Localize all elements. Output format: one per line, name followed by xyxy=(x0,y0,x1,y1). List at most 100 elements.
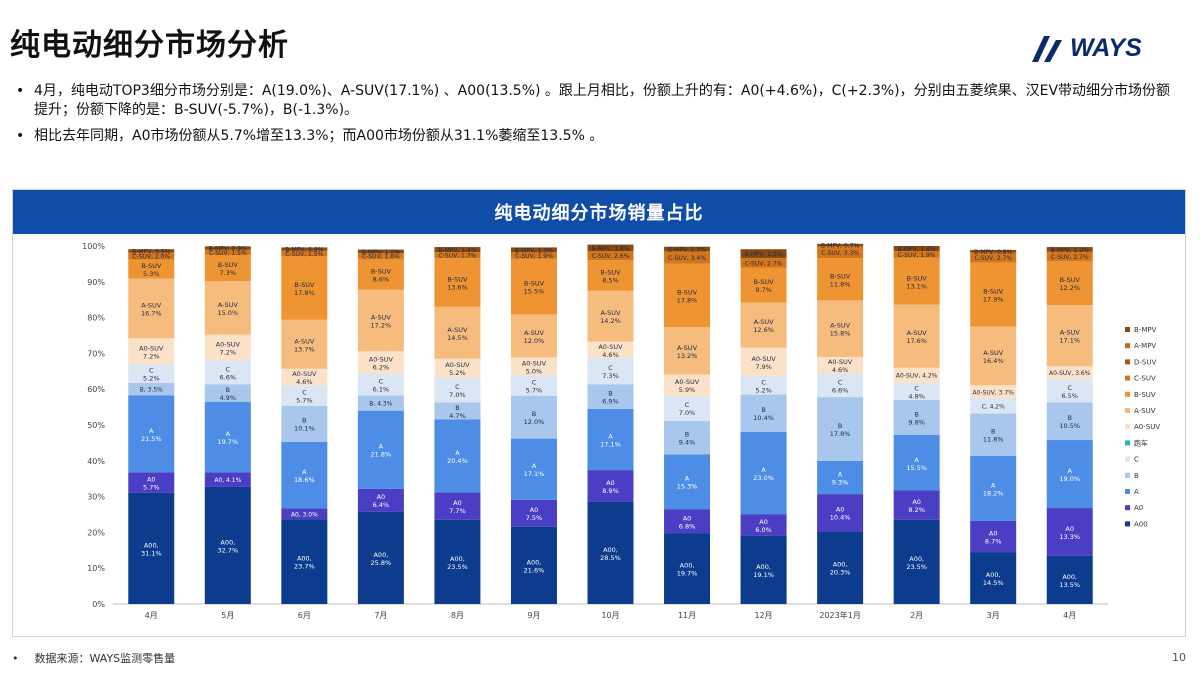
bar-label: A0 xyxy=(147,475,156,483)
bar-label: A00, xyxy=(527,558,542,566)
bar-value-label: 32.7% xyxy=(217,546,238,554)
bar-segment xyxy=(281,250,328,257)
bar-value-label: B-MPV, 0.9% xyxy=(285,247,324,254)
bar-value-label: 10.4% xyxy=(753,414,774,422)
bar-segment xyxy=(664,420,711,455)
bar-segment xyxy=(357,258,404,290)
page-number: 10 xyxy=(1172,651,1186,664)
bar-label: B-SUV xyxy=(294,281,315,289)
bar-label: A xyxy=(761,466,766,474)
bar-label: B xyxy=(302,417,306,425)
legend-label: A00 xyxy=(1134,520,1148,528)
legend-swatch xyxy=(1125,327,1130,332)
legend-label: C xyxy=(1134,456,1139,464)
bar-label: A xyxy=(379,443,384,451)
bar-segment xyxy=(970,252,1017,263)
x-tick-label: 4月 xyxy=(145,611,158,620)
bar-segment xyxy=(1046,251,1093,262)
bar-value-label: 4.6% xyxy=(602,351,619,359)
bar-value-label: 13.5% xyxy=(1059,581,1080,589)
bar-value-label: C-SUV, 1.6% xyxy=(362,254,400,261)
y-tick-label: 30% xyxy=(87,493,105,502)
bar-segment xyxy=(281,385,328,406)
bar-value-label: 9.3% xyxy=(832,478,849,486)
bar-segment xyxy=(204,281,251,335)
bar-value-label: 6.8% xyxy=(679,522,696,530)
bar-label: A0-SUV xyxy=(216,341,241,349)
bar-segment xyxy=(740,375,787,395)
bar-label: A xyxy=(532,462,537,470)
bar-value-label: 5.2% xyxy=(143,374,160,382)
bar-label: C xyxy=(455,383,460,391)
bar-segment xyxy=(587,384,634,409)
bar-segment xyxy=(510,357,557,376)
bar-value-label: 20.4% xyxy=(447,457,468,465)
bar-label: C xyxy=(685,401,690,409)
bar-label: B-SUV xyxy=(830,272,851,280)
bar-value-label: B-MPV, 1.8% xyxy=(591,245,630,252)
bar-value-label: 5.2% xyxy=(755,386,772,394)
bar-segment xyxy=(740,249,787,259)
data-source: • 数据来源：WAYS监测零售量 xyxy=(12,650,175,666)
bar-segment xyxy=(357,395,404,411)
bar-value-label: 23.0% xyxy=(753,474,774,482)
bar-segment xyxy=(1046,366,1093,380)
bar-segment xyxy=(587,290,634,342)
bar-value-label: 8.7% xyxy=(985,538,1002,546)
bar-value-label: 6.5% xyxy=(1061,392,1078,400)
bar-value-label: C-SUV, 2.7% xyxy=(745,261,783,268)
bar-value-label: 18.2% xyxy=(983,489,1004,497)
legend-label: A0-SUV xyxy=(1134,423,1160,431)
ways-logo-icon xyxy=(1032,36,1062,62)
bar-segment xyxy=(510,375,557,396)
bar-value-label: B-MPV, 1.0% xyxy=(362,249,401,256)
legend-swatch xyxy=(1125,489,1130,494)
bar-value-label: B-MPV, 0.7% xyxy=(821,243,860,250)
bar-segment xyxy=(281,441,328,509)
y-tick-label: 20% xyxy=(87,528,105,537)
chart-header: 纯电动细分市场销量占比 xyxy=(13,190,1185,234)
bar-value-label: 4.7% xyxy=(449,412,466,420)
bar-label: A-SUV xyxy=(677,344,698,352)
bar-segment xyxy=(204,401,251,473)
bar-value-label: 7.9% xyxy=(755,363,772,371)
bar-value-label: 20.3% xyxy=(830,569,851,577)
bar-label: A-SUV xyxy=(601,309,622,317)
bar-segment xyxy=(128,492,175,604)
bar-value-label: 5.7% xyxy=(143,483,160,491)
bar-value-label: A0-SUV, 4.2% xyxy=(896,373,938,380)
bar-label: B-SUV xyxy=(600,269,621,277)
bar-segment xyxy=(128,259,175,279)
legend-label: A-MPV xyxy=(1134,342,1156,350)
bar-label: B xyxy=(1067,414,1071,422)
bar-segment xyxy=(510,252,557,259)
bar-label: A0 xyxy=(453,499,462,507)
bar-value-label: 5.0% xyxy=(526,367,543,375)
bar-value-label: B-MPV, 0.8% xyxy=(974,249,1013,256)
bar-label: A xyxy=(914,456,919,464)
legend-label: 跑车 xyxy=(1134,438,1148,447)
bar-segment xyxy=(970,455,1017,521)
bar-value-label: 15.0% xyxy=(217,309,238,317)
bar-label: A00, xyxy=(450,555,465,563)
bar-segment xyxy=(434,519,481,604)
bar-segment xyxy=(664,251,711,264)
bar-value-label: A0, 3.0% xyxy=(291,511,318,518)
y-tick-label: 40% xyxy=(87,457,105,466)
bar-label: A xyxy=(149,427,154,435)
bar-segment xyxy=(817,397,864,461)
bar-value-label: C-SUV, 3.4% xyxy=(668,255,706,262)
bar-segment xyxy=(817,243,864,247)
bar-value-label: 5.9% xyxy=(679,386,696,394)
bar-value-label: 8.6% xyxy=(373,275,390,283)
bar-label: C xyxy=(838,378,843,386)
x-tick-label: 9月 xyxy=(527,611,540,620)
legend-swatch xyxy=(1125,375,1130,381)
bar-label: A-SUV xyxy=(754,318,775,326)
bar-segment xyxy=(281,508,328,520)
bar-value-label: 10.4% xyxy=(830,514,851,522)
bar-segment xyxy=(664,533,711,604)
legend-label: B-SUV xyxy=(1134,391,1156,399)
y-tick-label: 100% xyxy=(82,242,105,251)
bar-segment xyxy=(587,501,634,604)
